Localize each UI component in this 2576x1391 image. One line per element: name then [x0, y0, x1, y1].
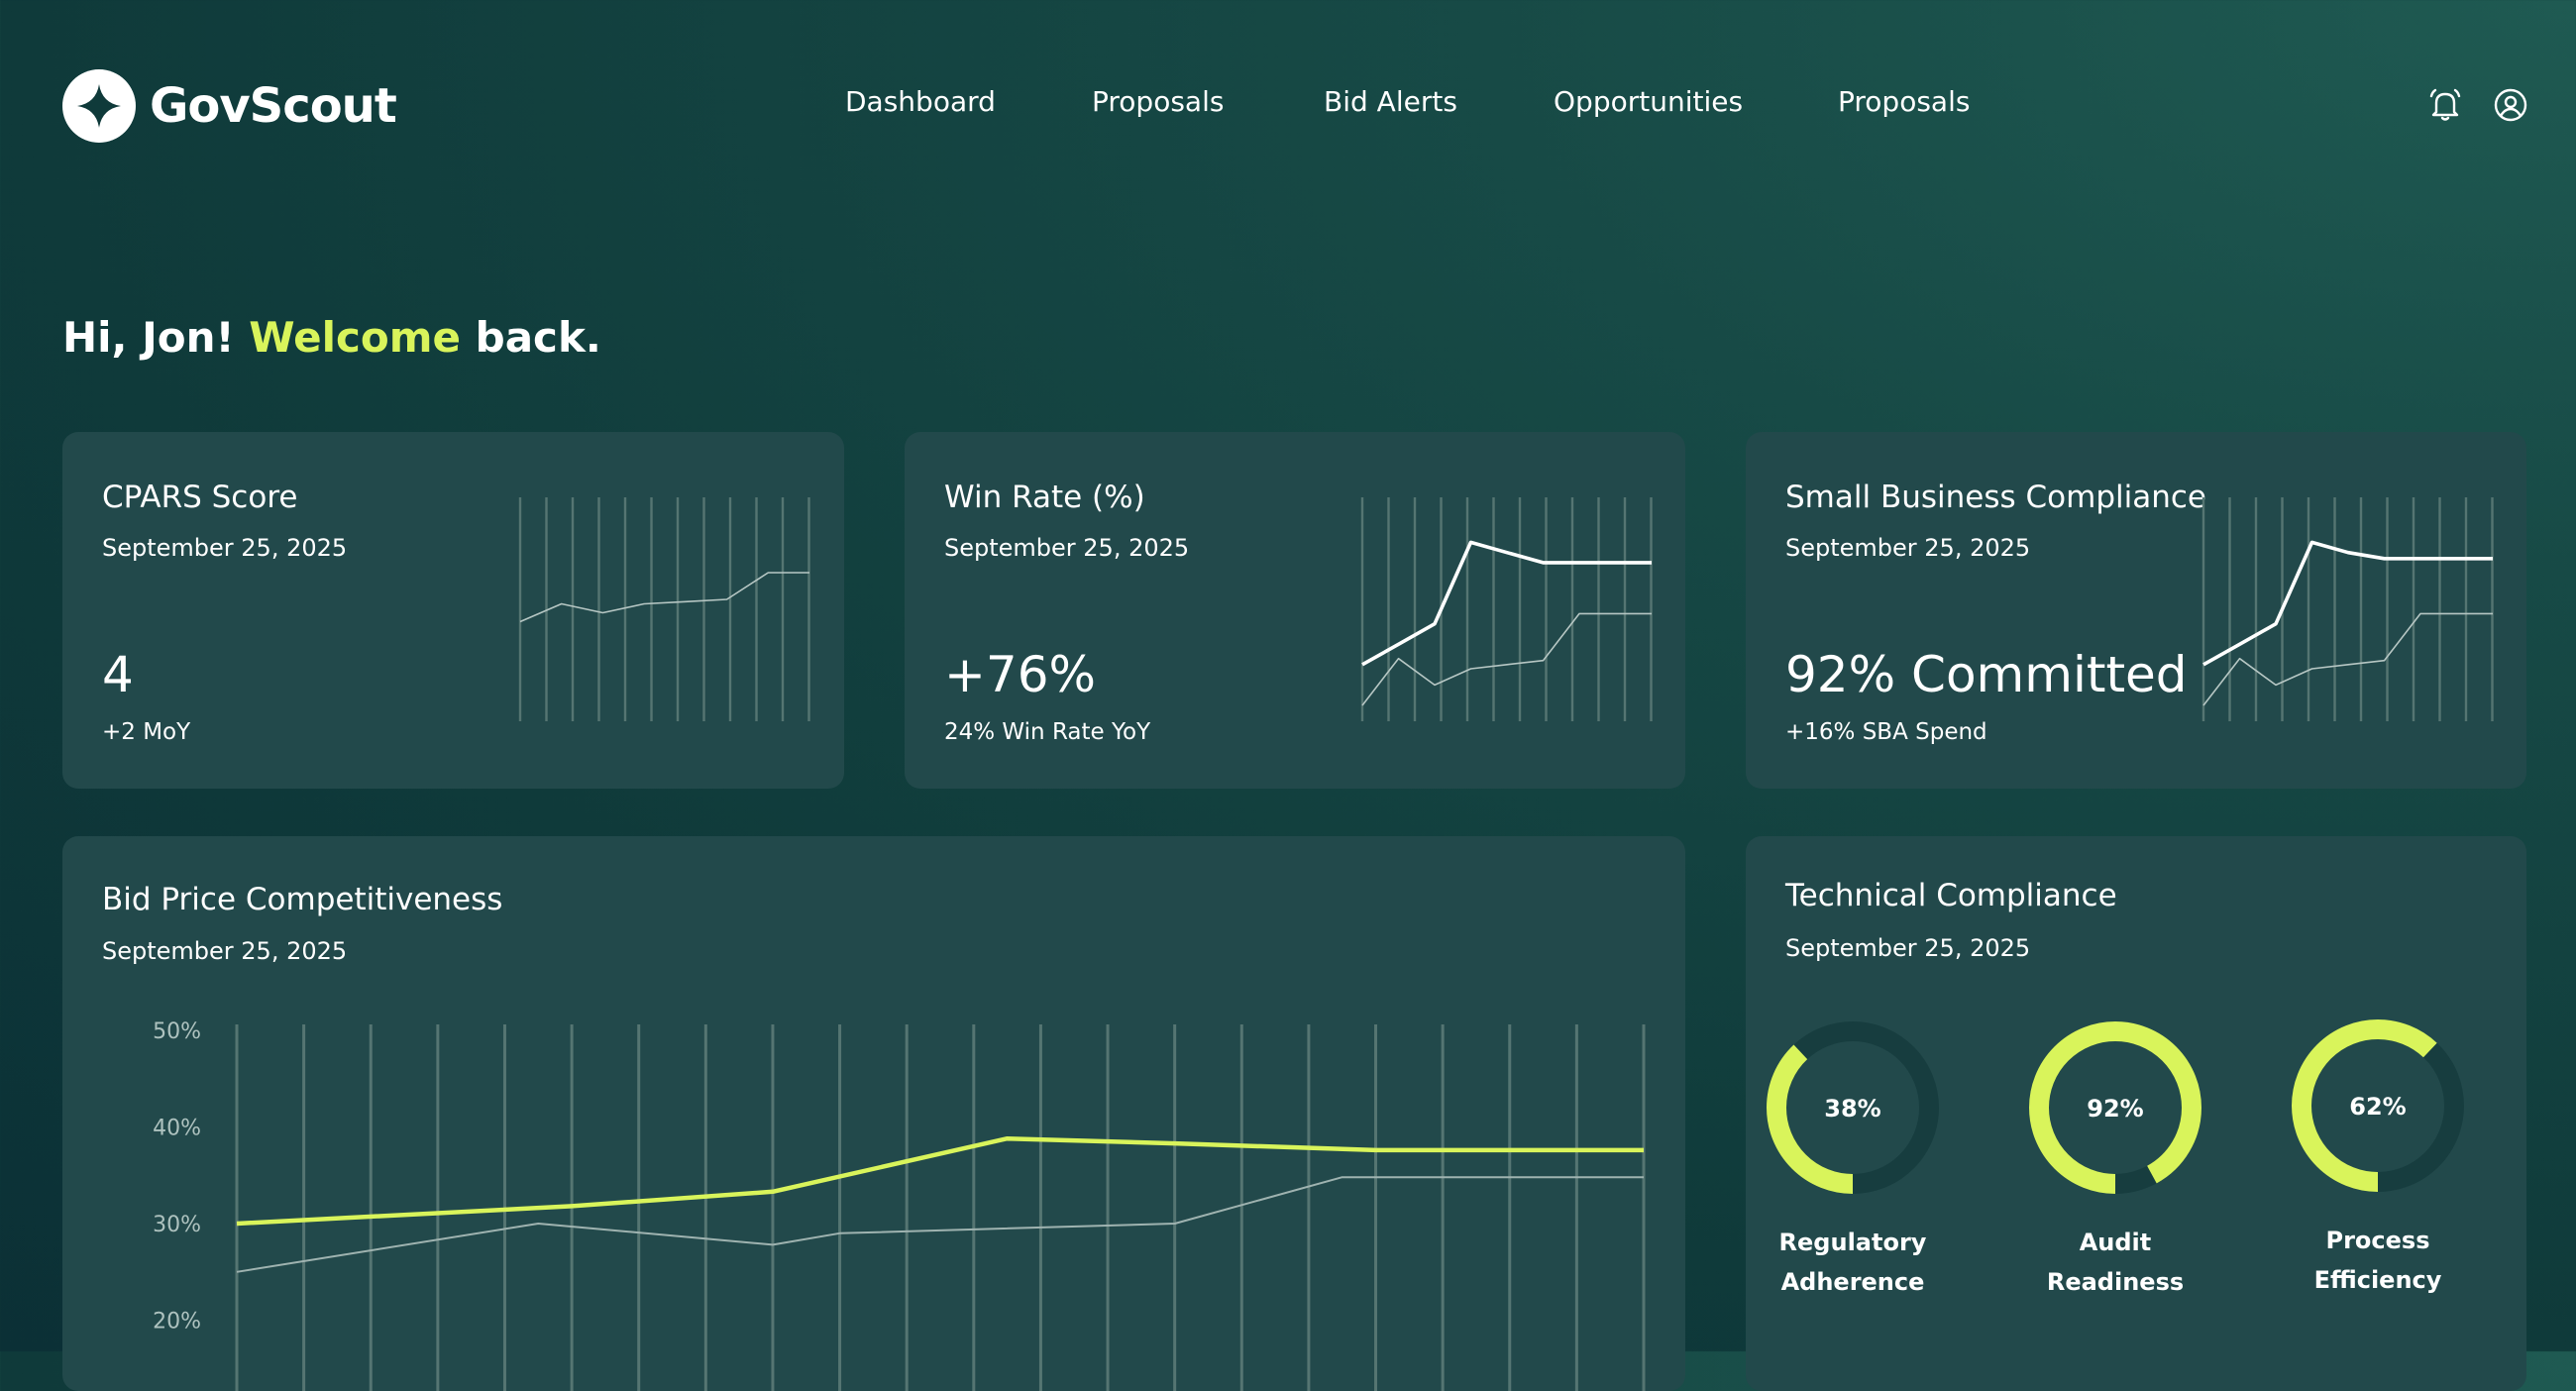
nav-opportunities[interactable]: Opportunities	[1554, 85, 1744, 118]
spark-series-line	[2202, 540, 2493, 667]
gauge-label-line2: Efficiency	[2313, 1266, 2442, 1294]
gauge-label-line2: Readiness	[2046, 1268, 2185, 1296]
card-title: Technical Compliance	[1785, 878, 2117, 913]
card-title: Small Business Compliance	[1785, 480, 2206, 515]
gauge-label-line1: Regulatory	[1778, 1229, 1927, 1256]
y-tick-label: 20%	[153, 1310, 201, 1335]
card-subtext: +16% SBA Spend	[1785, 719, 1987, 745]
sba-sparkline-chart	[2201, 497, 2494, 721]
card-date: September 25, 2025	[102, 937, 348, 965]
gauge-label: Audit Readiness	[2006, 1223, 2224, 1302]
card-subtext: +2 MoY	[102, 719, 191, 745]
technical-compliance-card[interactable]: Technical Compliance September 25, 2025 …	[1746, 836, 2526, 1391]
gauge-label-line1: Process	[2325, 1227, 2430, 1254]
greeting-prefix: Hi, Jon!	[62, 313, 235, 362]
nav-proposals-2[interactable]: Proposals	[1838, 85, 1971, 118]
sparkle-logo-icon	[62, 69, 136, 143]
brand-name: GovScout	[150, 78, 397, 134]
card-value: 92% Committed	[1785, 646, 2188, 703]
regulatory-adherence-gauge: 38% Regulatory Adherence	[1744, 1018, 1962, 1302]
spark-series-line	[1361, 540, 1652, 667]
nav-dashboard[interactable]: Dashboard	[845, 85, 996, 118]
y-tick-label: 40%	[153, 1117, 201, 1141]
donut-chart: 92%	[2029, 1021, 2201, 1194]
greeting-suffix: back.	[475, 313, 601, 362]
bid-price-competitiveness-card[interactable]: Bid Price Competitiveness September 25, …	[62, 836, 1685, 1391]
cpars-score-card[interactable]: CPARS Score September 25, 2025 4 +2 MoY	[62, 432, 844, 789]
win-rate-card[interactable]: Win Rate (%) September 25, 2025 +76% 24%…	[905, 432, 1685, 789]
card-date: September 25, 2025	[1785, 934, 2031, 962]
audit-readiness-gauge: 92% Audit Readiness	[2006, 1018, 2224, 1302]
spark-series-line	[519, 572, 809, 623]
card-value: +76%	[944, 646, 1097, 703]
y-tick-label: 30%	[153, 1213, 201, 1237]
card-title: CPARS Score	[102, 480, 298, 515]
gauge-label: Regulatory Adherence	[1744, 1223, 1962, 1302]
card-title: Bid Price Competitiveness	[102, 882, 503, 917]
donut-value: 92%	[2087, 1095, 2143, 1123]
greeting-accent: Welcome	[249, 313, 462, 362]
win-rate-sparkline-chart	[1360, 497, 1653, 721]
card-subtext: 24% Win Rate YoY	[944, 719, 1151, 745]
card-date: September 25, 2025	[102, 534, 348, 562]
nav-proposals[interactable]: Proposals	[1092, 85, 1225, 118]
gauge-label-line2: Adherence	[1780, 1268, 1925, 1296]
primary-series-line	[236, 1135, 1644, 1227]
spark-series-line	[1361, 612, 1652, 706]
bid-price-line-chart: 50% 40% 30% 20%	[153, 1019, 1646, 1391]
donut-progress-arc	[1767, 1021, 1939, 1194]
secondary-series-line	[236, 1176, 1644, 1273]
card-date: September 25, 2025	[944, 534, 1190, 562]
brand-logo[interactable]: GovScout	[62, 69, 397, 143]
nav-bid-alerts[interactable]: Bid Alerts	[1324, 85, 1457, 118]
bell-icon[interactable]	[2427, 87, 2463, 123]
donut-chart: 62%	[2292, 1019, 2464, 1192]
welcome-greeting: Hi, Jon! Welcome back.	[62, 313, 601, 362]
card-value: 4	[102, 646, 134, 703]
donut-chart: 38%	[1767, 1021, 1939, 1194]
gauge-label: Process Efficiency	[2269, 1221, 2487, 1300]
main-nav: Dashboard Proposals Bid Alerts Opportuni…	[0, 85, 2576, 125]
process-efficiency-gauge: 62% Process Efficiency	[2269, 1016, 2487, 1300]
card-title: Win Rate (%)	[944, 480, 1145, 515]
donut-value: 62%	[2349, 1093, 2406, 1121]
donut-progress-arc	[2292, 1019, 2464, 1192]
y-tick-label: 50%	[153, 1019, 201, 1044]
cpars-sparkline-chart	[518, 497, 810, 721]
user-profile-icon[interactable]	[2493, 87, 2528, 123]
donut-value: 38%	[1824, 1095, 1880, 1123]
card-date: September 25, 2025	[1785, 534, 2031, 562]
spark-series-line	[2202, 612, 2493, 706]
donut-progress-arc	[2029, 1021, 2201, 1194]
small-business-compliance-card[interactable]: Small Business Compliance September 25, …	[1746, 432, 2526, 789]
gauge-label-line1: Audit	[2079, 1229, 2152, 1256]
